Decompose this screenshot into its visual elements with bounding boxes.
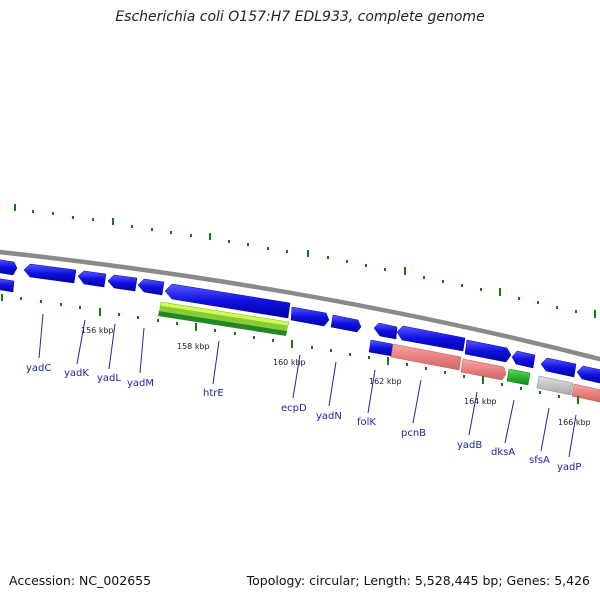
forward-strand-features xyxy=(0,259,600,384)
tick-label: 160 kbp xyxy=(273,358,306,367)
gene-label-folK: folK xyxy=(357,417,376,428)
gene-label-dksA: dksA xyxy=(491,447,515,458)
gene-arrow xyxy=(107,274,138,292)
gene-label-pcnB: pcnB xyxy=(401,428,426,439)
gene-label-yadL: yadL xyxy=(97,373,121,384)
gene-label-yadK: yadK xyxy=(64,368,89,379)
trna-feature xyxy=(506,368,531,386)
gene-arrow xyxy=(0,278,15,293)
tick-label: 164 kbp xyxy=(464,397,497,406)
gene-labels: yadC yadK yadL yadM htrE ecpD yadN folK … xyxy=(26,363,581,473)
gene-label-yadB: yadB xyxy=(457,440,482,451)
map-title: Escherichia coli O157:H7 EDL933, complet… xyxy=(115,9,485,25)
gene-label-yadP: yadP xyxy=(557,462,581,473)
tick-label: 158 kbp xyxy=(177,342,210,351)
gene-arrow xyxy=(0,259,18,276)
gene-arrow xyxy=(23,263,77,284)
misc-feature xyxy=(536,375,574,396)
highlight-region xyxy=(158,301,290,336)
gene-arrow xyxy=(576,365,600,384)
gene-arrow xyxy=(77,270,107,288)
gene-label-leaders xyxy=(38,313,577,458)
gene-label-ecpD: ecpD xyxy=(281,403,307,414)
gene-arrow xyxy=(164,283,291,319)
tick-label: 156 kbp xyxy=(81,326,114,335)
gene-arrow xyxy=(137,278,165,296)
accession-text: Accession: NC_002655 xyxy=(9,573,152,588)
gc-skew-inner-row xyxy=(1,294,579,404)
rrna-feature xyxy=(571,383,600,403)
gc-skew-outer-row xyxy=(14,204,596,318)
gene-label-yadC: yadC xyxy=(26,363,51,374)
gene-arrow xyxy=(540,357,577,378)
gene-arrow xyxy=(511,350,536,369)
gene-label-yadN: yadN xyxy=(316,411,342,422)
topology-summary: Topology: circular; Length: 5,528,445 bp… xyxy=(246,573,590,588)
gene-arrow xyxy=(373,322,398,340)
tick-label: 162 kbp xyxy=(369,377,402,386)
gene-arrow xyxy=(290,306,330,327)
rrna-feature xyxy=(390,343,462,371)
gene-arrow xyxy=(464,339,512,363)
genome-backbone xyxy=(0,249,600,362)
gene-label-htrE: htrE xyxy=(203,388,224,399)
gene-arrow xyxy=(330,314,362,333)
reverse-strand-features xyxy=(0,278,600,403)
gene-label-sfsA: sfsA xyxy=(529,455,550,466)
gene-label-yadM: yadM xyxy=(127,378,154,389)
gene-arrow xyxy=(396,325,466,352)
rrna-feature xyxy=(460,358,507,381)
